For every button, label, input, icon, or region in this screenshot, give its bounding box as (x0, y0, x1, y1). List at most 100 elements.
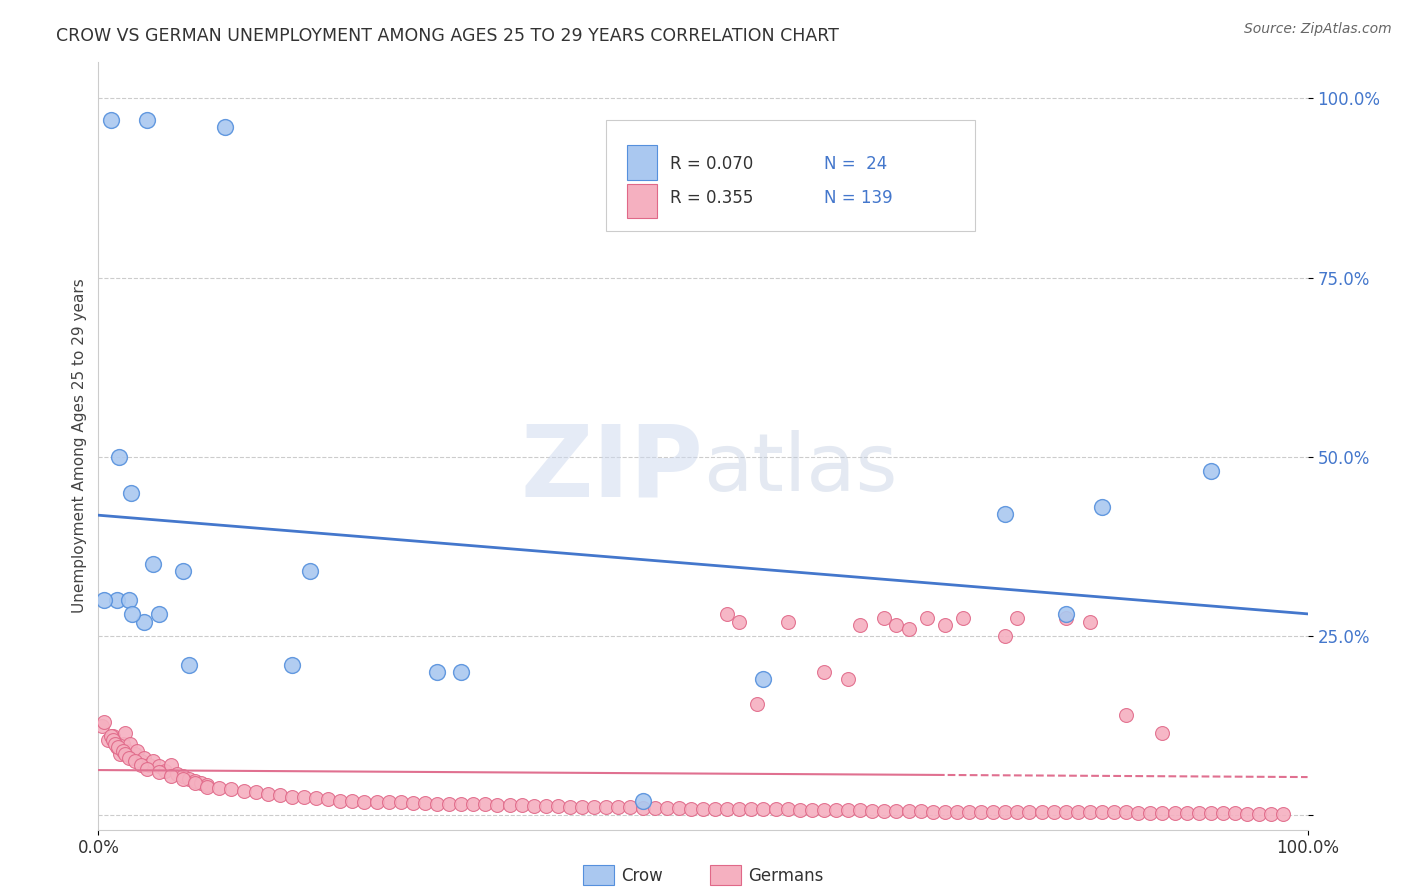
Point (716, 607, 738, 622)
Point (100, 112, 122, 127)
Point (849, 618, 872, 632)
Point (299, 565, 322, 579)
Point (108, 747, 131, 762)
Point (534, 798, 557, 813)
Point (134, 615, 156, 629)
Point (1031, 805, 1053, 819)
Point (91, 718, 114, 732)
Point (631, 801, 654, 815)
Point (776, 615, 799, 629)
Point (129, 758, 152, 772)
Point (860, 804, 883, 818)
Point (486, 798, 509, 813)
Point (172, 772, 194, 787)
Point (426, 665, 449, 679)
Point (1091, 805, 1114, 820)
Point (558, 799, 581, 814)
Point (281, 657, 304, 672)
Point (897, 804, 920, 818)
Point (148, 759, 170, 773)
Point (121, 751, 143, 765)
Point (118, 593, 141, 607)
Point (281, 789, 304, 804)
Point (704, 802, 727, 816)
Point (142, 755, 165, 769)
Point (607, 800, 630, 814)
Point (256, 787, 278, 801)
Point (1102, 805, 1125, 820)
Point (474, 797, 496, 812)
Point (179, 772, 201, 787)
Point (619, 800, 641, 814)
FancyBboxPatch shape (606, 120, 976, 231)
Point (160, 758, 183, 772)
Point (101, 733, 124, 747)
Point (1054, 805, 1077, 820)
Point (498, 798, 520, 813)
Point (837, 672, 859, 686)
Point (1249, 806, 1271, 821)
Point (450, 665, 472, 679)
Point (752, 672, 775, 686)
Point (353, 795, 375, 809)
Point (994, 805, 1017, 819)
Point (915, 611, 938, 625)
Point (765, 802, 787, 816)
Point (129, 755, 152, 769)
Point (1139, 806, 1161, 821)
Point (747, 697, 769, 711)
Point (463, 797, 485, 812)
Point (426, 797, 449, 811)
Point (1007, 805, 1029, 819)
Point (413, 796, 436, 810)
Point (124, 755, 146, 769)
Point (184, 773, 207, 788)
Point (523, 798, 546, 813)
Point (111, 744, 134, 758)
Text: Germans: Germans (748, 867, 824, 885)
Point (789, 803, 811, 817)
Text: Crow: Crow (621, 867, 664, 885)
Point (692, 802, 714, 816)
Point (208, 780, 231, 795)
Point (595, 800, 617, 814)
Point (195, 780, 218, 794)
Point (111, 737, 134, 751)
Point (1260, 806, 1282, 821)
Point (1188, 806, 1211, 821)
Point (1091, 500, 1114, 514)
Point (837, 803, 859, 817)
Point (221, 782, 243, 797)
Point (377, 795, 399, 809)
Point (104, 737, 127, 751)
Point (655, 801, 678, 815)
Point (716, 802, 738, 816)
Point (1212, 806, 1234, 821)
Point (135, 762, 157, 776)
Point (105, 593, 128, 607)
Point (1042, 805, 1064, 820)
Point (269, 788, 291, 802)
Point (389, 795, 412, 809)
Point (1199, 806, 1222, 821)
Text: R = 0.070: R = 0.070 (671, 154, 754, 173)
Point (813, 665, 835, 679)
Point (166, 766, 188, 780)
Point (114, 725, 136, 739)
Point (934, 805, 956, 819)
Point (179, 657, 201, 672)
Point (952, 611, 974, 625)
Point (329, 794, 352, 808)
Point (1115, 805, 1137, 820)
Point (402, 796, 425, 810)
Point (910, 804, 932, 818)
Point (631, 794, 654, 808)
FancyBboxPatch shape (627, 145, 657, 180)
Point (195, 778, 218, 792)
Point (117, 744, 139, 758)
Point (153, 764, 176, 778)
Point (292, 790, 315, 805)
Point (184, 776, 207, 790)
Point (970, 805, 993, 819)
Point (172, 565, 194, 579)
